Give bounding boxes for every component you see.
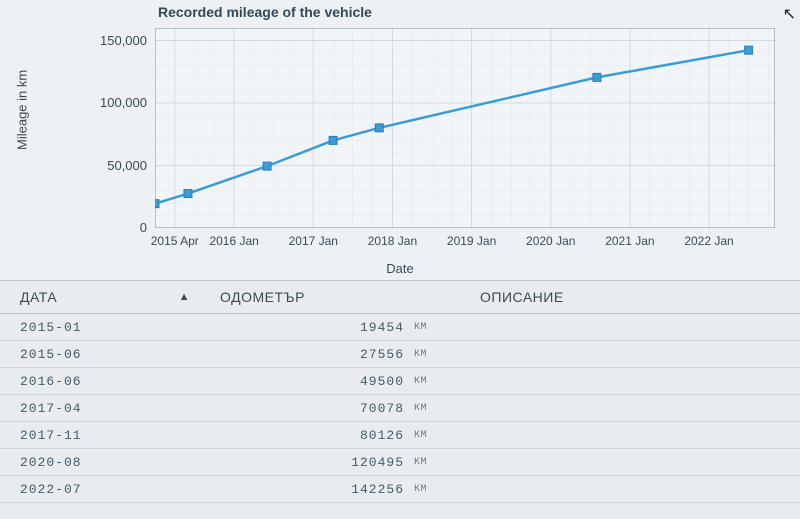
chart-ytick: 0 — [87, 220, 147, 235]
cell-date: 2017-04 — [20, 401, 220, 416]
cell-date: 2020-08 — [20, 455, 220, 470]
cell-odometer: 80126 — [220, 428, 410, 443]
cell-date: 2015-01 — [20, 320, 220, 335]
table-row: 2016-0649500КМ — [0, 368, 800, 395]
cell-odometer: 19454 — [220, 320, 410, 335]
cell-odometer: 27556 — [220, 347, 410, 362]
chart-ytick: 150,000 — [87, 33, 147, 48]
chart-plot-svg — [155, 28, 775, 228]
chart-ylabel: Mileage in km — [15, 70, 30, 150]
cell-odometer: 49500 — [220, 374, 410, 389]
column-header-odometer[interactable]: ОДОМЕТЪР — [220, 289, 480, 305]
chart-xtick: 2020 Jan — [526, 234, 575, 248]
chart-xtick: 2021 Jan — [605, 234, 654, 248]
mileage-chart: Recorded mileage of the vehicle Mileage … — [0, 0, 800, 280]
cell-date: 2022-07 — [20, 482, 220, 497]
chart-ytick: 50,000 — [87, 158, 147, 173]
column-header-date[interactable]: ДАТА ▲ — [20, 289, 220, 305]
cell-odometer: 142256 — [220, 482, 410, 497]
table-row: 2022-07142256КМ — [0, 476, 800, 503]
cell-odometer: 70078 — [220, 401, 410, 416]
chart-xlabel: Date — [386, 261, 413, 276]
chart-xtick: 2018 Jan — [368, 234, 417, 248]
cursor-icon: ↖ — [783, 4, 796, 24]
table-body: 2015-0119454КМ2015-0627556КМ2016-0649500… — [0, 314, 800, 503]
chart-xtick: 2017 Jan — [289, 234, 338, 248]
table-header-row: ДАТА ▲ ОДОМЕТЪР ОПИСАНИЕ — [0, 280, 800, 314]
mileage-report: Recorded mileage of the vehicle Mileage … — [0, 0, 800, 519]
sort-asc-icon: ▲ — [179, 291, 190, 303]
cell-unit: КМ — [410, 349, 470, 360]
column-header-description[interactable]: ОПИСАНИЕ — [480, 289, 780, 305]
table-row: 2015-0627556КМ — [0, 341, 800, 368]
table-row: 2017-0470078КМ — [0, 395, 800, 422]
column-header-date-label: ДАТА — [20, 289, 57, 305]
cell-unit: КМ — [410, 430, 470, 441]
mileage-table: ДАТА ▲ ОДОМЕТЪР ОПИСАНИЕ 2015-0119454КМ2… — [0, 280, 800, 519]
cell-unit: КМ — [410, 376, 470, 387]
chart-xtick: 2022 Jan — [684, 234, 733, 248]
cell-unit: КМ — [410, 484, 470, 495]
table-row: 2020-08120495КМ — [0, 449, 800, 476]
cell-odometer: 120495 — [220, 455, 410, 470]
cell-unit: КМ — [410, 403, 470, 414]
cell-date: 2017-11 — [20, 428, 220, 443]
chart-xtick: 2016 Jan — [209, 234, 258, 248]
cell-date: 2015-06 — [20, 347, 220, 362]
table-row: 2017-1180126КМ — [0, 422, 800, 449]
chart-ytick: 100,000 — [87, 95, 147, 110]
cell-unit: КМ — [410, 322, 470, 333]
cell-unit: КМ — [410, 457, 470, 468]
table-row: 2015-0119454КМ — [0, 314, 800, 341]
chart-title: Recorded mileage of the vehicle — [158, 4, 372, 20]
cell-date: 2016-06 — [20, 374, 220, 389]
chart-xtick: 2019 Jan — [447, 234, 496, 248]
chart-xtick: 2015 Apr — [151, 234, 199, 248]
